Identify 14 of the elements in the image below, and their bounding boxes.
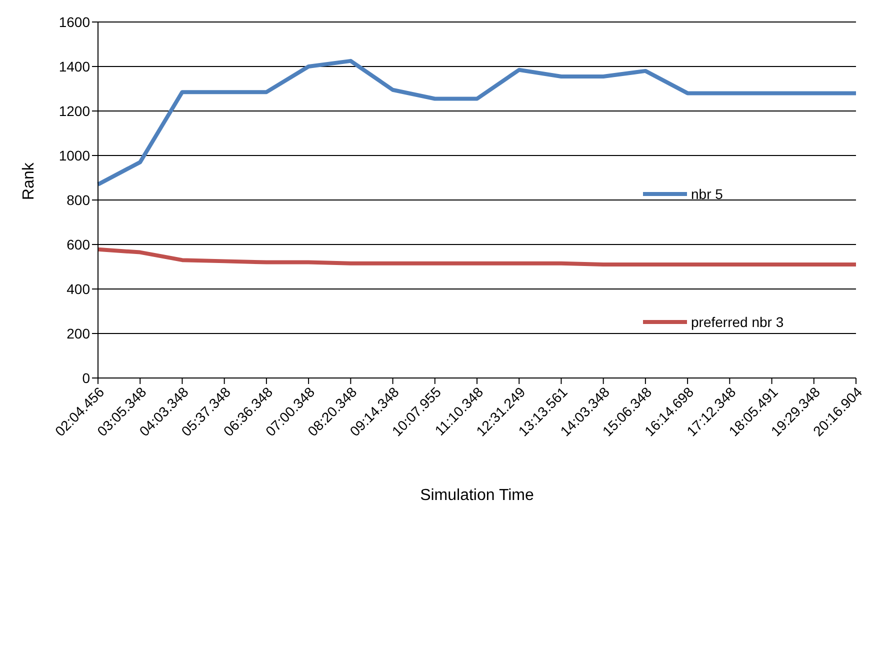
y-tick-label: 1000 [58, 147, 90, 164]
y-tick-label: 0 [82, 370, 90, 386]
y-tick-label: 200 [66, 325, 90, 342]
y-tick-label: 600 [66, 236, 90, 252]
y-tick-label: 1200 [58, 102, 90, 119]
legend-label: nbr 5 [691, 186, 723, 202]
y-tick-label: 400 [66, 280, 90, 297]
y-tick-label: 1400 [58, 58, 90, 74]
x-axis-title: Simulation Time [420, 487, 534, 504]
legend-label: preferred nbr 3 [691, 314, 784, 330]
line-series [96, 247, 858, 267]
y-axis-title: Rank [20, 162, 38, 200]
y-tick-label: 1600 [58, 14, 90, 30]
y-tick-label: 800 [66, 192, 90, 208]
